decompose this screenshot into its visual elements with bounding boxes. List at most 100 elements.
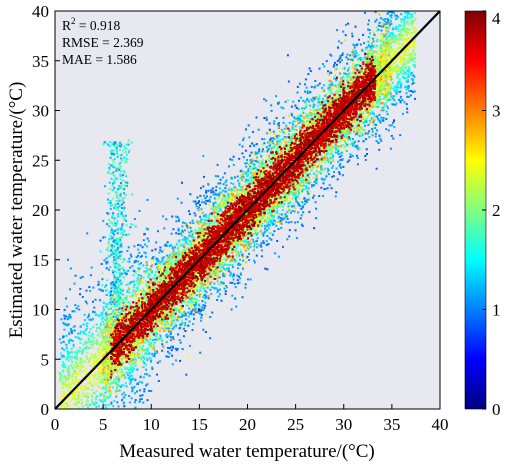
density-point [335,167,338,170]
density-point [99,392,102,395]
density-point [176,257,179,260]
density-point [123,365,126,368]
density-point [306,90,309,93]
density-point [171,354,174,357]
density-point [75,401,78,404]
density-point [90,340,93,343]
density-point [395,92,398,95]
density-point [158,338,161,341]
density-point [107,268,110,271]
density-point [383,93,386,96]
density-point [302,112,305,114]
density-point [241,145,244,148]
density-point [165,218,168,221]
density-point [364,132,367,135]
density-point [133,283,136,286]
density-point [172,310,175,313]
density-point [306,165,309,168]
density-point [184,237,187,240]
density-point [69,351,72,354]
density-point [310,113,313,116]
density-point [275,117,278,119]
density-point [137,267,140,270]
density-point [137,244,139,246]
density-point [313,86,316,89]
density-point [218,276,221,279]
density-point [145,357,148,360]
density-point [301,224,304,227]
density-point [194,298,197,301]
density-point [176,317,178,320]
density-point [92,326,95,329]
density-point [92,310,94,313]
density-point [61,383,64,385]
density-point [313,172,315,175]
density-point [357,148,360,151]
density-point [194,214,197,217]
density-point [401,62,404,65]
density-point [90,266,93,269]
density-point [125,272,128,275]
density-point [275,224,278,227]
density-point [66,407,69,409]
density-point [286,218,289,220]
density-point [99,315,102,318]
density-point [189,312,192,315]
density-point [180,258,183,261]
density-point [370,106,373,109]
density-point [340,95,343,98]
density-point [369,46,372,49]
density-point [287,202,290,205]
density-point [181,321,184,324]
density-point [264,230,267,233]
density-point [88,313,91,316]
density-point [349,58,352,61]
density-point [65,377,67,380]
density-point [251,238,254,241]
density-point [102,386,105,389]
density-point [372,45,374,48]
density-point [172,319,175,322]
density-point [101,336,104,339]
density-point [150,341,153,344]
density-point [354,145,357,148]
density-point [80,350,83,353]
density-point [250,175,253,178]
density-point [176,347,179,350]
density-point [286,238,289,241]
density-point [263,224,266,227]
density-point [170,323,173,326]
density-point [181,234,184,237]
density-point [193,237,196,239]
density-point [312,113,315,115]
density-point [393,119,395,122]
density-point [133,401,136,404]
density-point [100,354,103,357]
density-point [397,38,400,41]
density-point [134,399,137,401]
density-point [67,374,70,377]
density-point [168,352,171,355]
density-point [206,195,208,198]
density-point [236,282,239,285]
density-point [134,392,137,395]
density-point [89,328,92,331]
density-point [235,246,238,249]
density-point [96,395,98,398]
density-point [387,11,390,14]
density-point [167,334,170,337]
density-point [146,237,149,240]
density-point [377,100,380,103]
density-point [355,146,358,149]
density-point [302,211,305,214]
density-point [351,138,354,140]
density-point [142,360,145,362]
density-point [214,192,217,195]
density-point [325,99,328,102]
density-point [320,165,323,168]
density-point [197,233,200,236]
density-point [333,171,335,173]
density-point [148,357,151,359]
density-point [387,129,390,132]
density-point [78,365,81,367]
